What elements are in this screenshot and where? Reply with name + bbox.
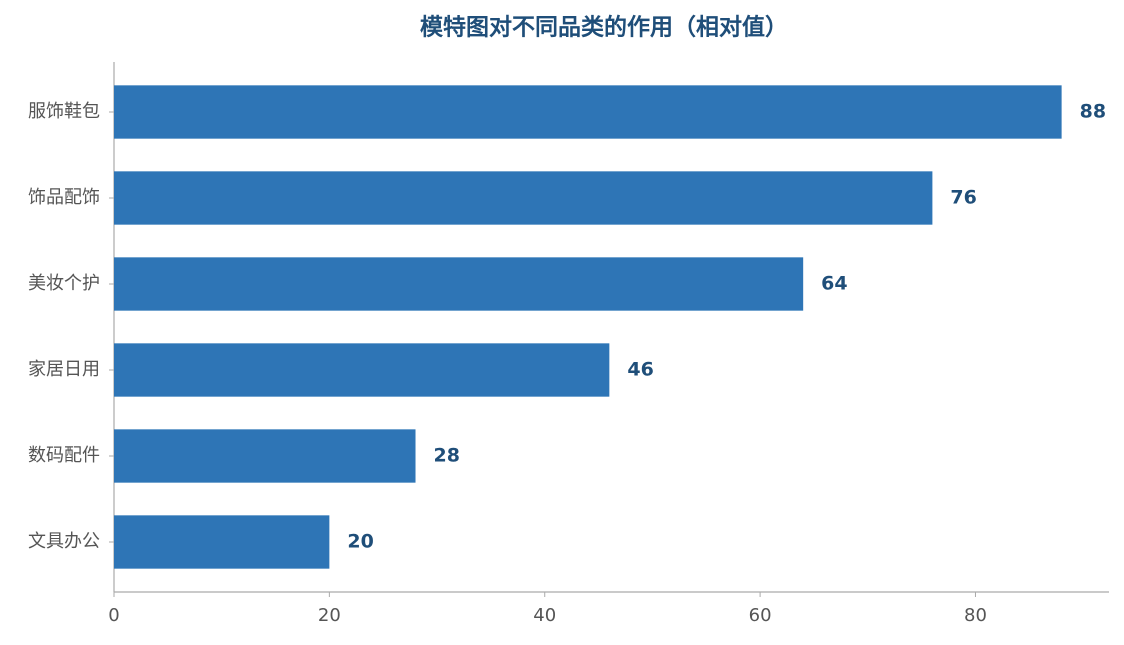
x-tick-label: 60 <box>749 605 772 626</box>
value-label: 76 <box>950 187 976 209</box>
bar <box>114 343 610 397</box>
value-label: 64 <box>821 273 847 295</box>
x-tick-label: 80 <box>964 605 987 626</box>
bar <box>114 429 416 483</box>
value-label: 28 <box>434 445 460 467</box>
x-tick-label: 40 <box>533 605 556 626</box>
value-label: 20 <box>347 531 373 553</box>
bar <box>114 171 933 225</box>
bar <box>114 257 804 311</box>
y-tick-label: 服饰鞋包 <box>28 101 100 122</box>
bar <box>114 515 330 569</box>
y-tick-label: 美妆个护 <box>28 273 100 294</box>
bar <box>114 85 1062 139</box>
y-tick-label: 数码配件 <box>28 445 100 466</box>
value-label: 46 <box>627 359 653 381</box>
y-tick-label: 家居日用 <box>28 359 100 380</box>
x-tick-label: 20 <box>318 605 341 626</box>
value-label: 88 <box>1080 101 1106 123</box>
chart-title: 模特图对不同品类的作用（相对值） <box>420 14 788 41</box>
x-tick-label: 0 <box>108 605 119 626</box>
y-tick-label: 文具办公 <box>28 531 100 552</box>
y-tick-label: 饰品配饰 <box>28 187 100 208</box>
